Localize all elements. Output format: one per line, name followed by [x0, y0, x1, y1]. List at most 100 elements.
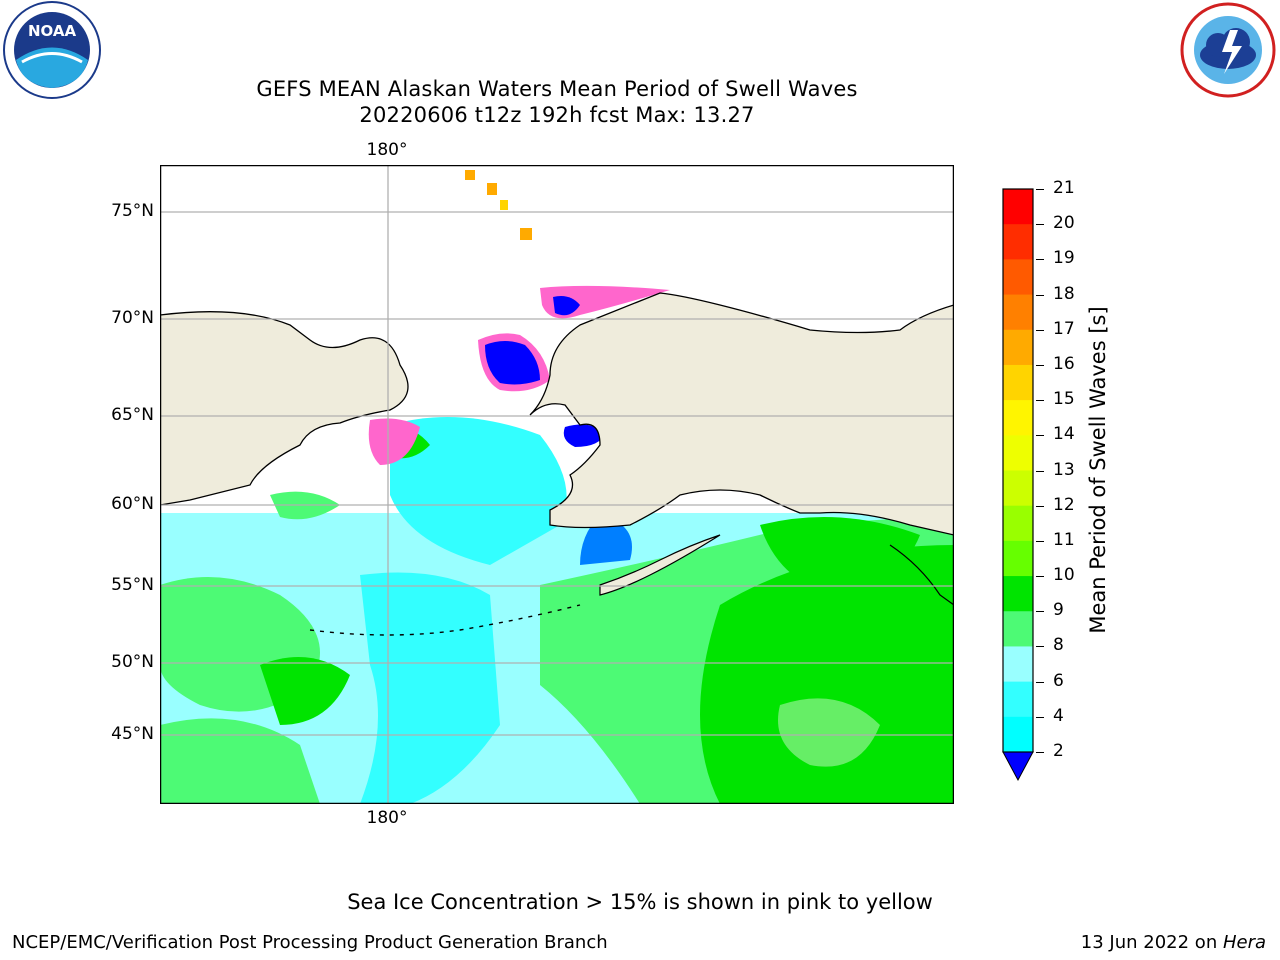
colorbar-tick-label: 20 — [1053, 213, 1075, 234]
colorbar-tick-label: 15 — [1053, 389, 1075, 410]
noaa-text: NOAA — [28, 22, 77, 40]
colorbar-tick-mark — [1036, 681, 1044, 683]
colorbar-tick-label: 21 — [1053, 178, 1075, 198]
lat-label-55: 55°N — [111, 575, 154, 595]
swell-region — [390, 417, 567, 565]
colorbar-segment — [1003, 576, 1033, 612]
colorbar-tick-mark — [1036, 364, 1044, 366]
colorbar-tick-label: 4 — [1053, 705, 1064, 726]
colorbar-tick-mark — [1036, 189, 1044, 190]
colorbar-tick-mark — [1036, 329, 1044, 331]
colorbar-tick-mark — [1036, 470, 1044, 472]
colorbar-tick-mark — [1036, 716, 1044, 718]
footer-host: Hera — [1222, 932, 1266, 953]
land-chukotka — [159, 311, 409, 506]
colorbar-tick-label: 19 — [1053, 248, 1075, 269]
low-swell-region — [485, 341, 540, 385]
colorbar-tick-mark — [1036, 752, 1044, 753]
colorbar-segment — [1003, 224, 1033, 260]
colorbar-tick-label: 14 — [1053, 424, 1075, 445]
lat-label-70: 70°N — [111, 308, 154, 328]
alaska-peninsula — [599, 534, 721, 596]
colorbar-segment — [1003, 681, 1033, 718]
sea-ice-note: Sea Ice Concentration > 15% is shown in … — [347, 890, 933, 914]
colorbar-tick-label: 6 — [1053, 670, 1064, 691]
colorbar-segment — [1003, 646, 1033, 683]
colorbar-segment — [1003, 470, 1033, 507]
colorbar-tick-mark — [1036, 505, 1044, 507]
colorbar-tick-label: 13 — [1053, 459, 1075, 480]
footer-credit: NCEP/EMC/Verification Post Processing Pr… — [12, 932, 608, 953]
colorbar-tick-label: 2 — [1053, 741, 1064, 761]
colorbar-segment — [1003, 611, 1033, 647]
footer-date: 13 Jun 2022 on Hera — [1081, 932, 1266, 953]
plot-title: GEFS MEAN Alaskan Waters Mean Period of … — [256, 77, 858, 101]
swell-region — [360, 572, 500, 804]
map-panel — [159, 164, 955, 805]
graticule — [160, 165, 954, 804]
colorbar-segment — [1003, 259, 1033, 296]
map-frame — [159, 164, 955, 805]
colorbar-tick-mark — [1036, 400, 1044, 402]
sea-ice-cell — [500, 200, 508, 210]
lon-label-bottom: 180° — [366, 808, 408, 828]
colorbar-tick-mark — [1036, 435, 1044, 437]
nws-logo — [1178, 0, 1278, 100]
noaa-emblem-icon: NOAA — [3, 1, 101, 99]
low-swell-region — [553, 296, 580, 316]
colorbar-segment — [1003, 505, 1033, 542]
colorbar-segment — [1003, 716, 1033, 753]
colorbar-tick-mark — [1036, 611, 1044, 613]
colorbar-title: Mean Period of Swell Waves [s] — [1086, 306, 1110, 634]
lon-label-top: 180° — [366, 140, 408, 160]
swell-region — [160, 718, 320, 804]
southeast-alaska-coast — [889, 544, 955, 606]
colorbar-tick-label: 8 — [1053, 635, 1064, 656]
colorbar-segment — [1003, 400, 1033, 436]
lat-label-65: 65°N — [111, 405, 154, 425]
swell-region — [700, 545, 954, 804]
sea-ice-region — [368, 418, 420, 465]
colorbar-tick-mark — [1036, 259, 1044, 261]
colorbar-segment — [1003, 294, 1033, 331]
colorbar-segment — [1003, 189, 1033, 225]
colorbar-tick-label: 9 — [1053, 600, 1064, 621]
colorbar-tick-label: 12 — [1053, 494, 1075, 515]
lat-label-75: 75°N — [111, 201, 154, 221]
land-alaska — [529, 292, 955, 536]
sea-ice-cell — [520, 228, 532, 240]
low-swell-region — [563, 424, 605, 447]
footer-date-text: 13 Jun 2022 on — [1080, 932, 1223, 953]
colorbar-tick-label: 10 — [1053, 565, 1075, 586]
colorbar-segment — [1003, 364, 1033, 401]
swell-region — [760, 517, 920, 595]
nws-emblem-icon — [1180, 2, 1276, 98]
colorbar-tick-mark — [1036, 540, 1044, 542]
colorbar-tick-mark — [1036, 646, 1044, 648]
colorbar-frame — [1002, 188, 1034, 753]
lat-label-50: 50°N — [111, 652, 154, 672]
colorbar-svg — [1002, 188, 1034, 782]
colorbar-segment — [1003, 435, 1033, 471]
colorbar-tick-mark — [1036, 294, 1044, 296]
aleutian-islands — [309, 604, 581, 636]
sea-ice-cell — [487, 183, 497, 195]
colorbar-under-arrow — [1002, 751, 1034, 782]
colorbar — [1000, 188, 1036, 784]
swell-region — [778, 698, 880, 767]
map-svg — [159, 164, 955, 805]
colorbar-tick-label: 11 — [1053, 529, 1075, 550]
sea-ice-cell — [465, 170, 475, 180]
swell-region — [260, 657, 350, 725]
colorbar-tick-mark — [1036, 576, 1044, 578]
plot-subtitle: 20220606 t12z 192h fcst Max: 13.27 — [359, 103, 755, 127]
noaa-logo: NOAA — [2, 0, 102, 100]
colorbar-tick-label: 16 — [1053, 353, 1075, 374]
colorbar-segment — [1003, 329, 1033, 366]
lat-label-60: 60°N — [111, 494, 154, 514]
lat-label-45: 45°N — [111, 724, 154, 744]
colorbar-tick-label: 18 — [1053, 283, 1075, 304]
colorbar-segment — [1003, 540, 1033, 577]
colorbar-tick-mark — [1036, 224, 1044, 226]
colorbar-tick-label: 17 — [1053, 318, 1075, 339]
